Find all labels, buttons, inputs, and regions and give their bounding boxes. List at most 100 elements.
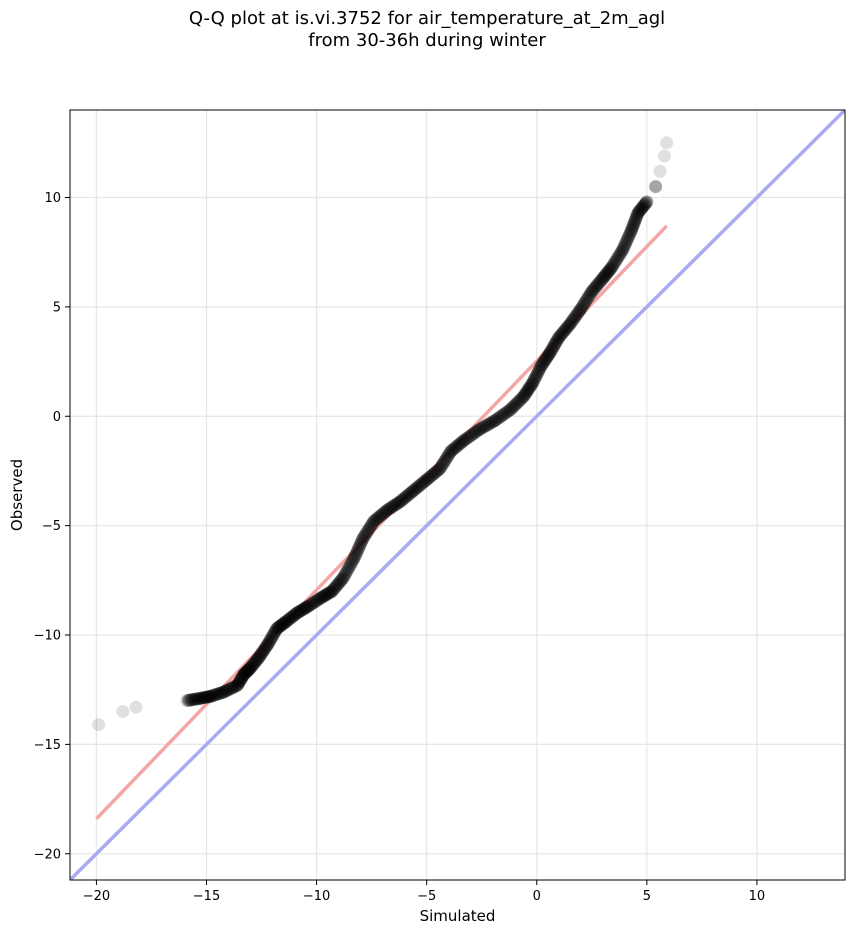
quantile-point — [653, 164, 667, 178]
quantile-point — [264, 632, 278, 646]
quantile-point — [575, 300, 589, 314]
quantile-point — [462, 430, 476, 444]
quantile-point — [623, 226, 637, 239]
quantile-point — [382, 502, 396, 516]
quantile-point — [524, 378, 538, 392]
quantile-point — [551, 332, 565, 346]
quantile-point — [364, 518, 378, 532]
quantile-point — [359, 526, 373, 540]
quantile-point — [569, 309, 583, 323]
quantile-point — [298, 601, 312, 615]
y-tick-label: −5 — [42, 519, 61, 534]
quantile-point — [362, 522, 376, 536]
quantile-point — [254, 647, 268, 661]
chart-title-line1: Q-Q plot at is.vi.3752 for air_temperatu… — [188, 8, 666, 29]
quantile-point — [536, 356, 550, 370]
quantile-point — [234, 672, 248, 686]
quantile-point — [427, 467, 441, 481]
quantile-point — [232, 676, 246, 690]
quantile-point — [550, 334, 564, 348]
quantile-point — [634, 202, 648, 216]
quantile-point — [577, 296, 591, 310]
quantile-point — [387, 498, 401, 512]
quantile-point — [430, 464, 444, 478]
quantile-point — [602, 264, 616, 278]
quantile-point — [626, 219, 640, 233]
quantile-point — [201, 690, 215, 704]
quantile-point — [535, 357, 549, 371]
quantile-point — [287, 608, 301, 622]
quantile-point — [268, 625, 282, 639]
quantile-point — [595, 273, 609, 287]
quantile-point — [478, 419, 492, 433]
quantile-point — [598, 269, 612, 283]
quantile-point — [439, 452, 453, 466]
quantile-point — [296, 602, 310, 616]
quantile-point — [274, 619, 288, 633]
quantile-point — [219, 684, 233, 698]
quantile-point — [295, 603, 309, 617]
quantile-point — [498, 406, 512, 420]
y-axis-label: Observed — [8, 459, 26, 531]
quantile-point — [537, 355, 551, 369]
quantile-point — [392, 496, 406, 510]
quantile-point — [624, 223, 638, 237]
quantile-point — [441, 448, 455, 462]
quantile-point — [233, 673, 247, 687]
quantile-point — [373, 509, 387, 523]
quantile-point — [332, 576, 346, 589]
quantile-point — [346, 554, 360, 568]
quantile-point — [408, 482, 422, 496]
quantile-point — [370, 512, 384, 526]
quantile-point — [525, 376, 539, 390]
quantile-point — [486, 415, 500, 429]
quantile-point — [181, 693, 195, 707]
quantile-point — [544, 344, 558, 358]
quantile-point — [649, 180, 663, 194]
quantile-point — [505, 401, 519, 415]
quantile-point — [586, 283, 600, 297]
quantile-point — [483, 417, 497, 431]
quantile-point — [250, 652, 264, 666]
quantile-point — [261, 637, 275, 651]
quantile-point — [548, 337, 562, 351]
quantile-point — [424, 469, 438, 483]
quantile-point — [599, 268, 613, 282]
quantile-point — [515, 391, 529, 405]
quantile-point — [491, 411, 505, 425]
quantile-point — [521, 382, 535, 396]
quantile-point — [467, 426, 481, 440]
quantile-point — [217, 685, 231, 699]
x-tick-label: −20 — [83, 889, 110, 904]
quantile-point — [380, 503, 394, 517]
quantile-point — [490, 412, 504, 426]
quantile-point — [186, 693, 200, 707]
quantile-point — [435, 458, 449, 472]
quantile-point — [509, 397, 523, 411]
quantile-point — [277, 616, 291, 630]
quantile-point — [618, 239, 632, 253]
quantile-point — [197, 691, 211, 705]
quantile-point — [281, 613, 295, 627]
quantile-point — [606, 259, 620, 273]
quantile-point — [244, 661, 258, 675]
quantile-point — [619, 236, 633, 250]
quantile-point — [352, 541, 366, 554]
quantile-point — [451, 438, 465, 452]
quantile-point — [305, 597, 319, 611]
quantile-point — [291, 605, 305, 619]
quantile-point — [502, 404, 516, 418]
quantile-point — [273, 619, 287, 633]
quantile-point — [469, 425, 483, 439]
quantile-point — [292, 605, 306, 619]
quantile-point — [245, 658, 259, 672]
quantile-point — [345, 556, 359, 570]
quantile-point — [423, 470, 437, 484]
quantile-point — [316, 589, 330, 603]
quantile-point — [582, 288, 596, 302]
quantile-point — [613, 247, 627, 261]
quantile-point — [242, 662, 256, 676]
quantile-point — [401, 488, 415, 502]
quantile-point — [552, 331, 566, 344]
quantile-point — [195, 691, 209, 705]
